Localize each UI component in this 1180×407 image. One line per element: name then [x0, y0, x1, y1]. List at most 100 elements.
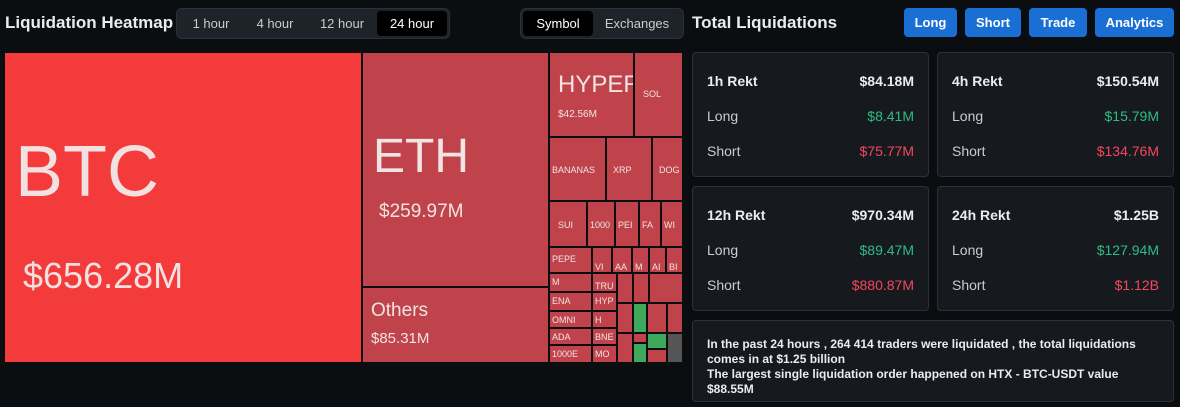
tile[interactable]: H	[592, 311, 617, 328]
tile[interactable]: PEI	[615, 201, 639, 247]
tile-label: Others	[371, 300, 429, 321]
row-value: $880.87M	[851, 277, 914, 293]
card-total: $1.25B	[1113, 207, 1159, 223]
tile-label: M	[635, 262, 643, 272]
tile[interactable]	[647, 333, 667, 349]
tile[interactable]: BNE	[592, 328, 617, 345]
tile[interactable]	[647, 303, 667, 333]
tile[interactable]: OMNI	[549, 311, 592, 328]
tile[interactable]	[633, 303, 647, 333]
button[interactable]: Short	[965, 8, 1021, 37]
tile[interactable]: BANANAS	[549, 137, 606, 201]
tile[interactable]	[667, 333, 683, 363]
row-label: Long	[707, 242, 739, 258]
tile[interactable]: SOL	[634, 52, 683, 137]
tile[interactable]	[633, 333, 647, 343]
tile-label: ETH	[373, 130, 469, 183]
tile-label: FA	[642, 220, 654, 230]
tile[interactable]: DOG	[652, 137, 683, 201]
stat-card: 4h Rekt $150.54M Long $15.79M Short $134.76M	[937, 52, 1174, 177]
tile-label: 1000	[590, 220, 611, 230]
tile-value: $259.97M	[379, 201, 464, 222]
tile[interactable]: AA	[612, 247, 632, 273]
tab[interactable]: 24 hour	[377, 11, 447, 36]
stat-card: 24h Rekt $1.25B Long $127.94M Short $1.12B	[937, 186, 1174, 311]
row-label: Short	[952, 143, 986, 159]
tile[interactable]	[617, 333, 633, 363]
tile-label: PEPE	[552, 254, 577, 264]
tile[interactable]	[617, 273, 633, 303]
summary-line: In the past 24 hours , 264 414 traders w…	[707, 337, 1136, 366]
tile[interactable]: M	[632, 247, 649, 273]
tile[interactable]: XRP	[606, 137, 652, 201]
tile-label: WI	[664, 220, 675, 230]
time-tabs: 1 hour 4 hour 12 hour 24 hour	[176, 8, 450, 39]
tile[interactable]: PEPE	[549, 247, 592, 273]
row-label: Short	[707, 143, 741, 159]
tile[interactable]: MO	[592, 345, 617, 363]
tile[interactable]: ENA	[549, 292, 592, 311]
tile[interactable]: VI	[592, 247, 612, 273]
tile[interactable]: TRU	[592, 273, 617, 292]
summary-line: The largest single liquidation order hap…	[707, 367, 1119, 396]
tile-label: BTC	[15, 132, 159, 212]
row-value: $75.77M	[859, 143, 914, 159]
tile-label: HYPER	[558, 71, 634, 98]
tile-label: HYP	[595, 296, 614, 306]
summary: In the past 24 hours , 264 414 traders w…	[692, 320, 1174, 402]
tile[interactable]: 1000	[587, 201, 615, 247]
tile[interactable]	[649, 273, 683, 303]
tile-label: ENA	[552, 296, 571, 306]
card-title: 24h Rekt	[952, 207, 1011, 223]
tab[interactable]: 1 hour	[192, 16, 230, 31]
tile[interactable]: WI	[661, 201, 683, 247]
tile[interactable]: ADA	[549, 328, 592, 345]
tile-label: M	[552, 277, 560, 287]
tile[interactable]: BI	[666, 247, 683, 273]
view-tabs: Symbol Exchanges	[520, 8, 684, 39]
tile-label: VI	[595, 262, 604, 272]
tile[interactable]	[633, 273, 649, 303]
tile-label: PEI	[618, 220, 633, 230]
tab[interactable]: 4 hour	[256, 16, 294, 31]
panel-title: Total Liquidations	[692, 13, 838, 32]
button[interactable]: Long	[904, 8, 957, 37]
tile-label: BANANAS	[552, 165, 596, 175]
row-value: $127.94M	[1096, 242, 1159, 258]
tile[interactable]: FA	[639, 201, 661, 247]
tile[interactable]: HYPER $42.56M	[549, 52, 634, 137]
tile[interactable]: M	[549, 273, 592, 292]
row-label: Short	[952, 277, 986, 293]
card-total: $150.54M	[1096, 73, 1159, 89]
tile[interactable]: 1000E	[549, 345, 592, 363]
stat-card: 12h Rekt $970.34M Long $89.47M Short $880.87M	[692, 186, 929, 311]
tile-label: AA	[615, 262, 628, 272]
tile[interactable]: Others $85.31M	[362, 287, 549, 363]
tile-label: OMNI	[552, 315, 576, 325]
heatmap: BTC $656.28M ETH $259.97M Others $85.31M…	[4, 52, 683, 363]
tile[interactable]: HYP	[592, 292, 617, 311]
row-value: $8.41M	[867, 108, 914, 124]
button[interactable]: Trade	[1029, 8, 1087, 37]
tile[interactable]	[633, 343, 647, 363]
tile[interactable]	[667, 303, 683, 333]
row-label: Long	[952, 242, 984, 258]
stat-card: 1h Rekt $84.18M Long $8.41M Short $75.77M	[692, 52, 929, 177]
tile-label: H	[595, 315, 602, 325]
tile[interactable]: ETH $259.97M	[362, 52, 549, 287]
card-title: 12h Rekt	[707, 207, 766, 223]
tab[interactable]: 12 hour	[319, 16, 365, 31]
tile[interactable]	[647, 349, 667, 363]
tab[interactable]: Exchanges	[604, 16, 670, 31]
tile[interactable]: SUI	[549, 201, 587, 247]
tile[interactable]: AI	[649, 247, 666, 273]
button[interactable]: Analytics	[1095, 8, 1174, 37]
tile[interactable]: BTC $656.28M	[4, 52, 362, 363]
tile[interactable]	[617, 303, 633, 333]
tile-label: XRP	[613, 165, 632, 175]
card-title: 1h Rekt	[707, 73, 758, 89]
tab[interactable]: Symbol	[523, 11, 593, 36]
tile-label: BNE	[595, 332, 614, 342]
row-value: $1.12B	[1114, 277, 1159, 293]
